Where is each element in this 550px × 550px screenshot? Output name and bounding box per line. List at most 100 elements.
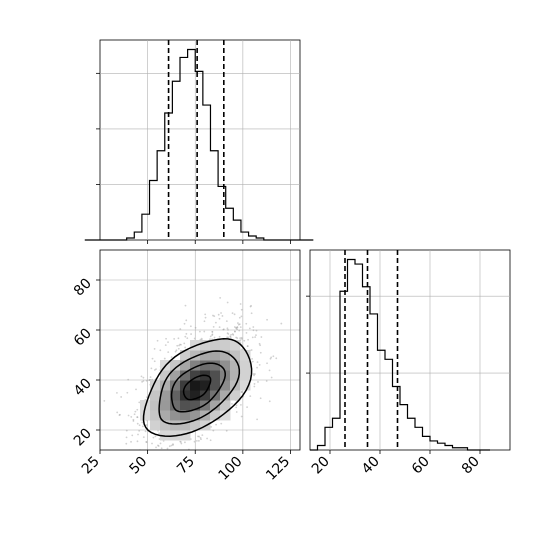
density-point (140, 375, 143, 378)
density-point (201, 434, 204, 437)
density-point (193, 337, 196, 340)
density-cell (230, 360, 241, 371)
density-point (240, 390, 243, 393)
density-point (180, 442, 183, 445)
hist-param-0-steps (84, 48, 314, 241)
density-point (159, 349, 162, 352)
density-cell (220, 380, 231, 391)
density-2d-panel: 25 50 75 100 125 20 40 60 80 (71, 249, 301, 484)
density-cell (180, 430, 191, 441)
density-point (146, 396, 148, 399)
density-point (158, 432, 161, 435)
density-cell (220, 400, 231, 411)
density-point (231, 402, 233, 405)
density-point (260, 336, 263, 338)
hist-param-1-xtick-label-2: 60 (409, 454, 433, 478)
density-point (125, 429, 128, 432)
density-point (145, 441, 148, 444)
density-point (160, 447, 163, 450)
density-xtick-label-0: 25 (79, 454, 103, 478)
density-point (236, 326, 239, 328)
density-point (218, 326, 221, 329)
density-cell (240, 350, 251, 361)
density-point (186, 337, 189, 340)
density-cell (180, 420, 191, 431)
density-point (240, 338, 243, 340)
density-point (145, 440, 148, 443)
density-point (184, 441, 186, 444)
density-point (215, 423, 217, 426)
density-point (136, 440, 139, 443)
density-cell (210, 380, 221, 391)
density-cell (190, 390, 201, 401)
hist-param-1-xtick-label-3: 80 (459, 454, 483, 478)
density-cell (210, 350, 221, 361)
density-cell (170, 400, 181, 411)
density-cell (150, 380, 161, 391)
density-point (141, 421, 144, 424)
density-point (225, 320, 228, 323)
density-point (227, 328, 229, 331)
density-point (184, 346, 187, 349)
density-point (231, 312, 234, 315)
density-point (176, 344, 179, 347)
density-point (170, 444, 173, 447)
density-cell (170, 390, 181, 401)
density-xtick-label-1: 50 (127, 454, 151, 478)
density-cell (210, 400, 221, 411)
density-point (195, 439, 198, 442)
density-point (253, 383, 256, 385)
density-point (246, 345, 249, 347)
density-point (250, 312, 253, 315)
density-point (222, 328, 225, 331)
density-point (180, 441, 182, 443)
density-point (135, 388, 137, 391)
density-cell (200, 360, 211, 371)
hist-param-0-panel (84, 39, 314, 244)
density-point (239, 303, 242, 305)
density-point (185, 332, 188, 335)
density-point (179, 343, 181, 346)
density-contour-0 (182, 374, 212, 401)
density-point (214, 321, 217, 324)
density-point (235, 404, 238, 407)
density-point (225, 429, 228, 432)
density-cell (190, 400, 201, 411)
density-point (258, 342, 261, 345)
density-point (217, 313, 220, 316)
density-point (136, 416, 139, 418)
density-point (197, 439, 200, 442)
density-cell (190, 420, 201, 431)
hist-param-0-quantiles (167, 40, 225, 240)
density-point (156, 339, 159, 342)
density-point (235, 327, 238, 330)
density-point (142, 436, 145, 439)
density-point (194, 326, 197, 329)
density-point (145, 424, 148, 426)
hist-param-1-quantiles (344, 250, 399, 450)
density-cell (160, 390, 171, 401)
density-point (226, 336, 229, 339)
density-cell (180, 410, 191, 421)
density-point (248, 327, 251, 330)
density-point (177, 347, 180, 350)
density-point (240, 348, 243, 351)
density-histogram-cells (140, 340, 251, 441)
density-point (134, 410, 137, 413)
density-cell (180, 350, 191, 361)
density-point (240, 336, 243, 339)
density-point (125, 436, 128, 439)
density-point (151, 442, 153, 445)
density-point (199, 437, 202, 439)
density-point (219, 296, 222, 299)
density-point (237, 322, 239, 324)
density-point (251, 360, 254, 363)
density-point (239, 326, 242, 329)
density-point (254, 373, 256, 375)
density-point (235, 411, 238, 413)
density-point (211, 330, 214, 333)
density-point (232, 334, 235, 336)
density-point (136, 422, 139, 425)
density-contour-1 (170, 362, 226, 413)
